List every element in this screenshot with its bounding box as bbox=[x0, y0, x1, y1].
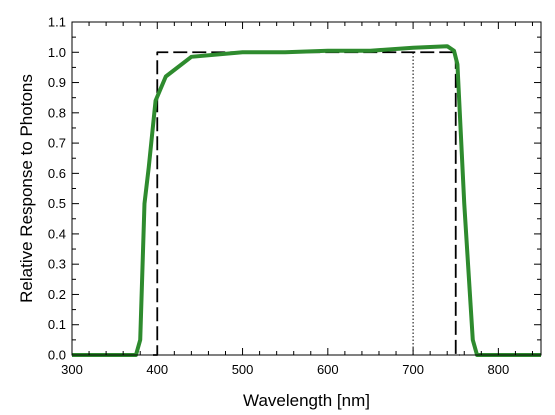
x-tick-label: 800 bbox=[488, 362, 510, 377]
x-tick-label: 700 bbox=[402, 362, 424, 377]
x-tick-label: 500 bbox=[232, 362, 254, 377]
x-tick-label: 300 bbox=[61, 362, 83, 377]
y-tick-label: 0.1 bbox=[48, 317, 66, 332]
y-tick-label: 0.3 bbox=[48, 257, 66, 272]
y-axis-title: Relative Response to Photons bbox=[17, 74, 36, 303]
y-tick-label: 1.1 bbox=[48, 15, 66, 30]
series-line-dashed bbox=[153, 51, 460, 356]
x-tick-label: 400 bbox=[146, 362, 168, 377]
plot-area bbox=[71, 21, 542, 357]
y-tick-label: 1.0 bbox=[48, 45, 66, 60]
y-axis-ticks: 0.0 0.1 0.2 0.3 0.4 0.5 0.6 0.7 0.8 0.9 1.0 1.1 bbox=[48, 15, 541, 363]
series-line-solid bbox=[72, 44, 541, 357]
y-tick-label: 0.2 bbox=[48, 287, 66, 302]
y-tick-label: 0.5 bbox=[48, 196, 66, 211]
x-axis-title: Wavelength [nm] bbox=[243, 391, 370, 410]
y-tick-label: 0.4 bbox=[48, 226, 66, 241]
y-tick-label: 0.0 bbox=[48, 348, 66, 363]
x-axis-ticks: 300 400 500 600 700 800 bbox=[61, 22, 533, 377]
y-tick-label: 0.6 bbox=[48, 166, 66, 181]
x-tick-label: 600 bbox=[317, 362, 339, 377]
y-tick-label: 0.7 bbox=[48, 136, 66, 151]
y-tick-label: 0.9 bbox=[48, 75, 66, 90]
y-tick-label: 0.8 bbox=[48, 105, 66, 120]
